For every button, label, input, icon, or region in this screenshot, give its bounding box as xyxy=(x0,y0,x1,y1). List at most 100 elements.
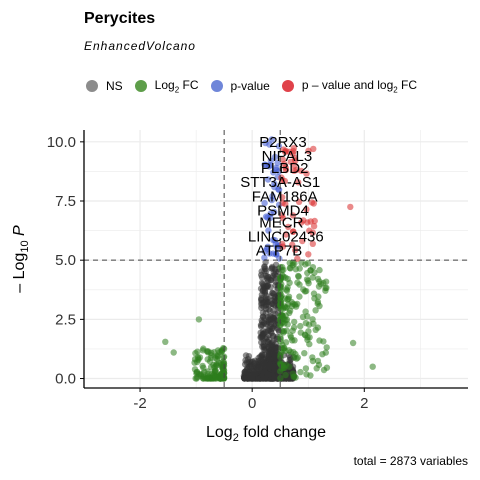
legend-label-pvalue: p-value xyxy=(230,79,270,93)
data-point-fc xyxy=(278,300,285,307)
data-point-both xyxy=(298,167,305,175)
data-point-both xyxy=(305,147,312,154)
data-point-both xyxy=(311,217,318,225)
data-point-fc xyxy=(290,300,297,308)
data-point-both xyxy=(293,166,300,174)
data-point-both xyxy=(305,251,312,258)
legend-key-pvalue xyxy=(210,80,223,92)
data-point-fc xyxy=(316,337,323,344)
data-point-ns xyxy=(262,321,269,328)
point-label: MECR xyxy=(259,214,303,231)
data-point-ns xyxy=(263,292,270,299)
legend-label-both: p – value and log2 FC xyxy=(302,78,417,94)
data-point-fc xyxy=(287,265,294,272)
y-axis-title-sub: 10 xyxy=(19,240,31,252)
data-point-fc xyxy=(319,351,326,358)
data-point-both xyxy=(290,228,297,235)
data-point-fc xyxy=(304,334,311,341)
data-point-ns xyxy=(259,335,266,342)
data-point-ns xyxy=(249,375,256,382)
data-point-ns xyxy=(258,301,265,308)
data-points xyxy=(162,136,376,382)
data-point-ns xyxy=(259,280,266,288)
data-point-both xyxy=(282,231,290,238)
data-point-fc xyxy=(297,322,304,330)
point-label: LINC02436 xyxy=(248,229,324,246)
data-point-fc xyxy=(296,293,303,300)
data-point-both xyxy=(279,243,287,250)
data-point-fc xyxy=(314,298,322,305)
data-point-fc xyxy=(207,354,215,361)
legend-key-ns xyxy=(86,80,98,92)
legend-item-log2fc: Log2 FC xyxy=(134,77,199,95)
data-point-fc xyxy=(277,351,284,358)
data-point-fc xyxy=(212,368,219,375)
data-point-fc xyxy=(283,287,291,294)
legend-label-log2fc-tail: FC xyxy=(179,77,199,92)
data-point-p xyxy=(274,159,281,167)
data-point-fc xyxy=(304,313,311,320)
y-tick-label: 2.5 xyxy=(55,311,76,328)
data-point-p xyxy=(270,250,277,257)
data-point-fc xyxy=(315,293,322,300)
data-point-ns xyxy=(264,282,271,289)
data-point-fc xyxy=(194,348,201,355)
y-tick-label: 5.0 xyxy=(55,252,76,269)
data-point-fc xyxy=(369,363,376,370)
data-point-fc xyxy=(193,370,200,377)
data-point-p xyxy=(261,199,268,207)
data-point-both xyxy=(347,203,354,211)
data-point-fc xyxy=(287,332,294,339)
data-point-fc xyxy=(312,307,319,314)
data-point-ns xyxy=(271,322,278,330)
data-point-p xyxy=(266,141,273,148)
chart-title: Perycites xyxy=(84,10,156,27)
data-point-both xyxy=(289,212,297,219)
y-axis-title-prefix: – Log xyxy=(11,253,28,293)
data-point-fc xyxy=(279,362,287,369)
data-point-fc xyxy=(314,324,322,331)
data-point-ns xyxy=(262,328,269,336)
data-point-fc xyxy=(309,274,316,281)
data-point-fc xyxy=(212,374,219,381)
data-point-fc xyxy=(220,360,227,367)
data-point-p xyxy=(266,163,273,170)
data-point-fc xyxy=(292,350,299,358)
data-point-p xyxy=(271,153,279,161)
data-point-fc xyxy=(323,344,330,351)
data-point-both xyxy=(300,217,307,224)
data-point-ns xyxy=(270,307,277,314)
data-point-fc xyxy=(204,349,212,356)
legend-label-both-sub: 2 xyxy=(393,85,398,95)
data-point-ns xyxy=(265,351,272,358)
data-point-p xyxy=(275,143,283,150)
data-point-both xyxy=(285,223,292,231)
legend-item-both: p – value and log2 FC xyxy=(281,78,417,94)
data-point-fc xyxy=(282,347,289,354)
cutoff-lines xyxy=(84,130,468,388)
y-axis-title: – Log10 P xyxy=(11,225,31,293)
data-point-ns xyxy=(263,363,270,370)
point-label: P2RX3 xyxy=(259,134,307,151)
x-axis-title: Log2 fold change xyxy=(206,424,326,444)
point-label: NIPAL3 xyxy=(262,148,313,165)
data-point-fc xyxy=(284,321,291,328)
data-point-fc xyxy=(295,273,302,280)
data-point-fc xyxy=(313,365,320,372)
data-point-fc xyxy=(277,374,284,382)
y-tick-label: 0.0 xyxy=(55,371,76,388)
data-point-fc xyxy=(283,327,290,334)
chart-subtitle: EnhancedVolcano xyxy=(84,39,196,53)
data-point-fc xyxy=(291,318,298,326)
legend-label-log2fc-sub: 2 xyxy=(174,85,180,95)
data-point-both xyxy=(282,164,289,171)
data-point-fc xyxy=(195,356,202,364)
point-label: ATP7B xyxy=(256,243,302,260)
data-point-fc xyxy=(296,265,303,272)
data-point-ns xyxy=(271,352,278,359)
data-point-fc xyxy=(282,371,289,379)
legend-key-log2fc xyxy=(134,79,147,92)
x-tick-label: -2 xyxy=(133,395,146,412)
data-point-ns xyxy=(269,265,276,272)
